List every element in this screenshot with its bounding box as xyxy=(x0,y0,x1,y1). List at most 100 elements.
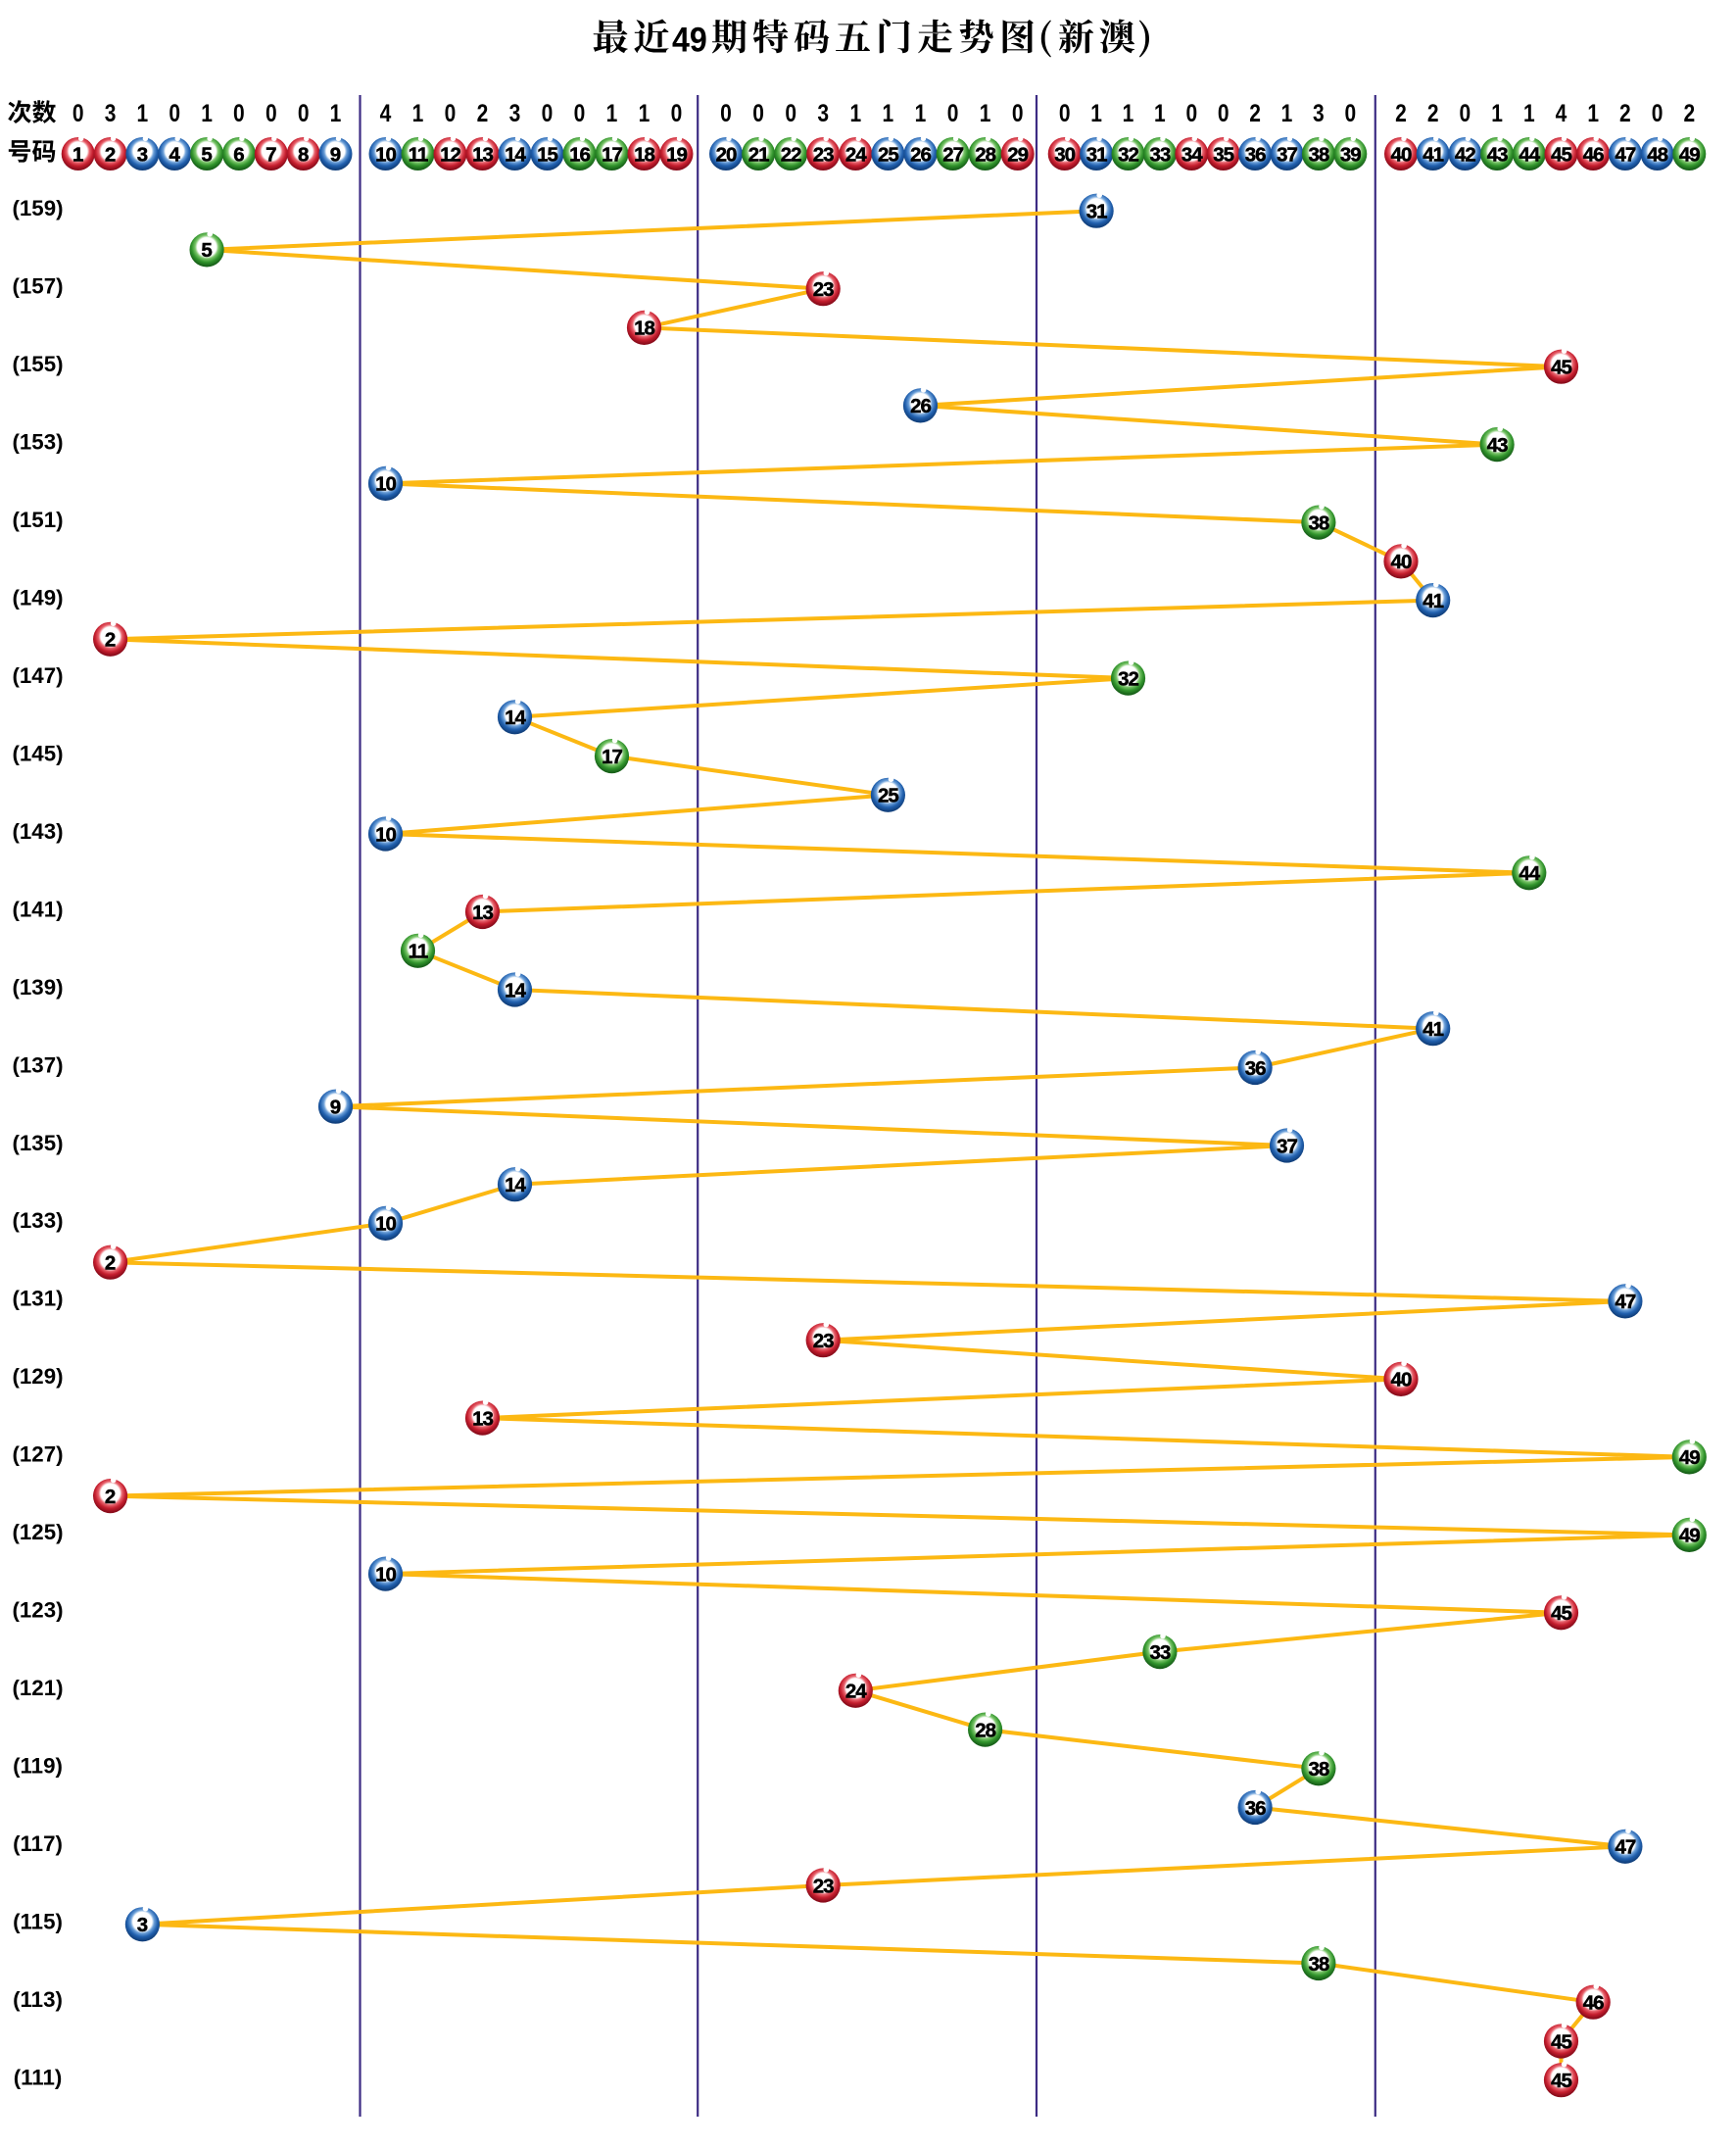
svg-text:0: 0 xyxy=(1059,99,1071,126)
svg-text:(141): (141) xyxy=(12,897,63,921)
svg-text:43: 43 xyxy=(1487,434,1508,457)
svg-text:44: 44 xyxy=(1519,862,1540,885)
svg-text:1: 1 xyxy=(849,99,861,126)
svg-text:30: 30 xyxy=(1054,143,1075,166)
svg-text:15: 15 xyxy=(537,143,557,166)
svg-text:47: 47 xyxy=(1615,1836,1635,1859)
svg-text:0: 0 xyxy=(947,99,959,126)
svg-text:0: 0 xyxy=(1185,99,1197,126)
svg-text:29: 29 xyxy=(1007,143,1028,166)
svg-text:2: 2 xyxy=(105,629,116,652)
svg-text:10: 10 xyxy=(375,1563,396,1586)
svg-text:37: 37 xyxy=(1277,1135,1297,1157)
svg-text:(125): (125) xyxy=(12,1520,63,1544)
svg-text:0: 0 xyxy=(1012,99,1024,126)
svg-text:2: 2 xyxy=(105,1252,116,1275)
svg-text:0: 0 xyxy=(265,99,277,126)
svg-text:1: 1 xyxy=(1154,99,1166,126)
svg-text:49: 49 xyxy=(672,22,707,60)
svg-text:(129): (129) xyxy=(12,1364,63,1389)
svg-text:11: 11 xyxy=(409,143,428,166)
svg-text:17: 17 xyxy=(602,143,622,166)
svg-text:11: 11 xyxy=(409,941,428,963)
svg-text:4: 4 xyxy=(380,99,392,126)
svg-text:5: 5 xyxy=(201,239,212,262)
svg-text:40: 40 xyxy=(1391,143,1412,166)
svg-text:0: 0 xyxy=(445,99,457,126)
svg-text:39: 39 xyxy=(1340,143,1361,166)
svg-text:45: 45 xyxy=(1551,2030,1571,2053)
svg-text:2: 2 xyxy=(105,1486,116,1508)
svg-text:49: 49 xyxy=(1679,143,1700,166)
svg-text:45: 45 xyxy=(1551,1602,1571,1625)
svg-text:46: 46 xyxy=(1583,1992,1604,2015)
svg-text:17: 17 xyxy=(602,746,622,768)
svg-text:19: 19 xyxy=(666,143,687,166)
svg-text:33: 33 xyxy=(1149,1641,1170,1664)
svg-text:9: 9 xyxy=(330,143,341,166)
svg-text:28: 28 xyxy=(975,1719,995,1741)
svg-text:(117): (117) xyxy=(13,1831,63,1856)
svg-text:(143): (143) xyxy=(12,819,63,844)
svg-text:1: 1 xyxy=(1281,99,1293,126)
svg-text:18: 18 xyxy=(634,143,654,166)
svg-text:2: 2 xyxy=(1427,99,1439,126)
svg-text:2: 2 xyxy=(1619,99,1631,126)
svg-text:4: 4 xyxy=(169,143,180,166)
svg-text:0: 0 xyxy=(298,99,310,126)
svg-text:0: 0 xyxy=(720,99,732,126)
svg-text:2: 2 xyxy=(477,99,489,126)
svg-text:20: 20 xyxy=(716,143,737,166)
svg-text:1: 1 xyxy=(1090,99,1102,126)
svg-text:37: 37 xyxy=(1277,143,1297,166)
svg-text:47: 47 xyxy=(1615,143,1635,166)
svg-text:0: 0 xyxy=(1460,99,1471,126)
svg-text:(127): (127) xyxy=(12,1442,63,1467)
svg-text:1: 1 xyxy=(915,99,927,126)
svg-text:26: 26 xyxy=(910,143,931,166)
svg-text:3: 3 xyxy=(817,99,829,126)
svg-text:5: 5 xyxy=(201,143,212,166)
svg-text:22: 22 xyxy=(781,143,801,166)
svg-text:13: 13 xyxy=(472,902,493,924)
svg-text:27: 27 xyxy=(942,143,963,166)
svg-text:3: 3 xyxy=(105,99,117,126)
svg-text:12: 12 xyxy=(440,143,460,166)
svg-text:34: 34 xyxy=(1181,143,1203,166)
svg-text:3: 3 xyxy=(1313,99,1325,126)
svg-text:23: 23 xyxy=(813,143,834,166)
svg-text:32: 32 xyxy=(1118,143,1138,166)
svg-text:0: 0 xyxy=(542,99,554,126)
svg-text:(159): (159) xyxy=(12,196,63,220)
svg-text:49: 49 xyxy=(1679,1446,1700,1469)
svg-text:26: 26 xyxy=(910,395,931,417)
svg-text:33: 33 xyxy=(1149,143,1170,166)
svg-text:2: 2 xyxy=(1683,99,1695,126)
svg-text:31: 31 xyxy=(1086,201,1107,223)
svg-text:14: 14 xyxy=(505,143,526,166)
svg-text:0: 0 xyxy=(169,99,180,126)
svg-text:(115): (115) xyxy=(13,1910,63,1934)
svg-text:36: 36 xyxy=(1245,1057,1266,1080)
svg-text:40: 40 xyxy=(1391,551,1412,573)
svg-text:25: 25 xyxy=(878,785,898,807)
svg-text:3: 3 xyxy=(509,99,521,126)
svg-text:8: 8 xyxy=(298,143,309,166)
svg-text:14: 14 xyxy=(505,979,526,1001)
svg-text:1: 1 xyxy=(1123,99,1134,126)
svg-text:(113): (113) xyxy=(13,1987,63,2012)
svg-text:0: 0 xyxy=(785,99,796,126)
svg-text:9: 9 xyxy=(330,1097,341,1119)
svg-text:0: 0 xyxy=(671,99,683,126)
svg-text:0: 0 xyxy=(233,99,245,126)
svg-text:18: 18 xyxy=(634,317,654,340)
svg-text:43: 43 xyxy=(1487,143,1508,166)
svg-text:36: 36 xyxy=(1245,1797,1266,1820)
svg-text:14: 14 xyxy=(505,707,526,729)
svg-text:2: 2 xyxy=(1249,99,1261,126)
svg-text:0: 0 xyxy=(574,99,586,126)
svg-text:23: 23 xyxy=(813,278,834,301)
svg-text:(147): (147) xyxy=(12,663,63,688)
svg-text:35: 35 xyxy=(1213,143,1233,166)
svg-text:45: 45 xyxy=(1551,357,1571,379)
